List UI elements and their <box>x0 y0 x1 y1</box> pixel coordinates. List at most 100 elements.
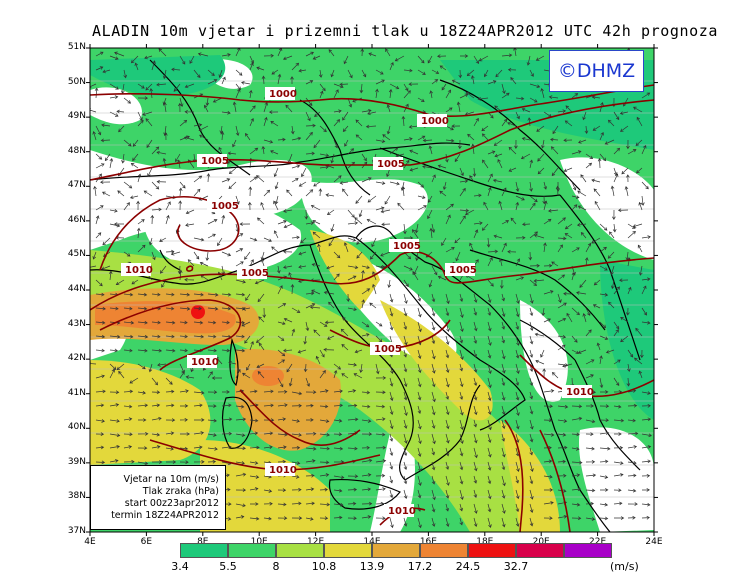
wind-arrow <box>431 433 436 445</box>
wind-arrow <box>123 334 134 339</box>
wind-arrow <box>403 517 408 527</box>
wind-arrow <box>515 489 520 500</box>
wind-arrow <box>305 131 313 141</box>
wind-arrow <box>431 79 439 85</box>
wind-arrow <box>389 405 394 415</box>
wind-arrow <box>92 251 97 260</box>
wind-arrow <box>256 175 265 183</box>
wind-arrow <box>263 139 274 144</box>
wind-arrow <box>326 265 335 270</box>
wind-arrow <box>360 48 365 57</box>
wind-arrow <box>493 234 503 239</box>
wind-arrow <box>641 391 651 395</box>
wind-arrow <box>515 235 526 240</box>
wind-arrow <box>207 418 217 423</box>
wind-arrow <box>109 390 120 395</box>
wind-arrow <box>151 292 161 297</box>
wind-arrow <box>132 139 139 147</box>
wind-arrow <box>361 487 372 492</box>
wind-arrow <box>305 459 316 463</box>
wind-arrow <box>380 251 391 257</box>
wind-arrow <box>148 363 153 373</box>
isobar-label: 1005 <box>393 241 421 252</box>
wind-arrow <box>487 80 497 85</box>
wind-arrow <box>599 335 609 340</box>
wind-arrow <box>428 279 433 288</box>
wind-arrow <box>151 416 162 421</box>
wind-arrow <box>309 305 321 310</box>
wind-arrow <box>515 433 520 443</box>
wind-arrow <box>206 173 211 183</box>
wind-arrow <box>109 403 120 407</box>
wind-arrow <box>501 461 506 471</box>
isobar-label: 1005 <box>211 201 239 212</box>
wind-arrow <box>501 517 506 528</box>
wind-arrow <box>305 80 314 85</box>
wind-arrow <box>417 293 422 302</box>
wind-arrow <box>193 390 205 395</box>
wind-arrow <box>193 292 204 297</box>
wind-arrow <box>585 517 596 521</box>
wind-arrow <box>339 82 349 87</box>
wind-arrow <box>614 432 622 436</box>
wind-arrow <box>375 473 386 478</box>
wind-arrow <box>483 69 489 78</box>
legend-swatch <box>564 543 612 558</box>
wind-arrow <box>515 307 520 318</box>
wind-arrow <box>487 150 496 155</box>
wind-arrow <box>585 419 596 424</box>
wind-arrow <box>529 391 534 400</box>
wind-arrow <box>571 516 582 521</box>
wind-arrow <box>375 206 385 211</box>
wind-arrow <box>276 265 281 274</box>
wind-arrow <box>361 419 372 423</box>
wind-arrow <box>487 461 492 471</box>
wind-arrow <box>529 377 534 387</box>
wind-arrow <box>507 67 517 72</box>
wind-arrow <box>537 153 545 162</box>
wind-arrow <box>245 293 251 301</box>
wind-arrow <box>193 403 203 408</box>
wind-arrow <box>263 237 273 242</box>
wind-arrow <box>403 265 413 271</box>
wind-arrow <box>389 293 394 303</box>
wind-arrow <box>261 75 266 85</box>
wind-arrow <box>193 251 200 260</box>
wind-arrow <box>161 279 167 288</box>
wind-arrow <box>123 181 133 189</box>
wind-arrow <box>513 48 517 57</box>
wind-arrow <box>487 503 492 513</box>
wind-arrow <box>179 181 186 189</box>
wind-arrow <box>614 516 625 520</box>
wind-arrow <box>197 52 209 57</box>
wind-arrow <box>354 349 363 354</box>
wind-arrow <box>459 517 464 526</box>
wind-arrow <box>291 445 301 450</box>
wind-arrow <box>319 404 329 409</box>
wind-arrow <box>333 389 343 394</box>
wind-arrow <box>529 405 534 415</box>
wind-arrow <box>137 173 142 183</box>
wind-arrow <box>134 62 139 71</box>
wind-arrow <box>417 349 422 360</box>
wind-arrow <box>257 293 265 303</box>
wind-arrow <box>417 489 422 499</box>
wind-arrow <box>305 321 310 332</box>
wind-arrow <box>431 293 436 303</box>
wind-arrow <box>235 88 241 99</box>
wind-arrow <box>613 488 622 493</box>
legend-value: 24.5 <box>455 560 481 573</box>
wind-arrow <box>151 445 161 449</box>
wind-arrow <box>613 377 620 386</box>
wind-arrow <box>263 116 268 127</box>
wind-arrow <box>501 363 506 374</box>
wind-arrow <box>493 139 503 146</box>
wind-arrow <box>557 293 562 303</box>
wind-arrow <box>369 251 377 260</box>
wind-arrow <box>515 276 525 281</box>
lat-label: 37N <box>67 526 86 536</box>
wind-arrow <box>310 204 321 211</box>
wind-arrow <box>109 459 119 463</box>
wind-arrow <box>95 389 106 394</box>
wind-arrow <box>501 53 513 58</box>
